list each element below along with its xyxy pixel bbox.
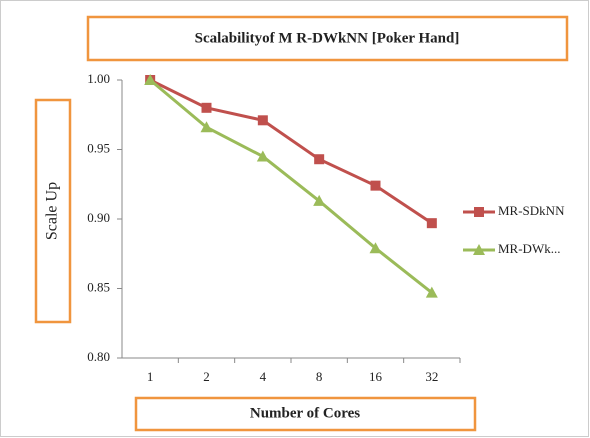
data-point <box>256 150 269 162</box>
y-tick-label: 1.00 <box>87 71 110 86</box>
y-axis-label: Scale Up <box>44 182 61 240</box>
legend-marker <box>473 244 485 255</box>
y-label-box <box>34 98 72 324</box>
series-line <box>149 78 433 294</box>
data-point <box>425 286 438 298</box>
title-box <box>86 15 569 62</box>
data-point <box>313 194 326 206</box>
x-tick-label: 4 <box>260 369 267 384</box>
data-point <box>369 242 382 254</box>
data-point <box>201 102 212 113</box>
data-point <box>370 180 381 191</box>
y-tick-label: 0.95 <box>87 140 110 155</box>
x-label-box <box>134 396 477 432</box>
legend-marker <box>474 207 484 217</box>
data-point <box>257 115 268 126</box>
x-tick-label: 8 <box>316 369 323 384</box>
x-tick-label: 2 <box>203 369 210 384</box>
data-point <box>314 154 325 165</box>
x-tick-label: 1 <box>147 369 154 384</box>
data-point <box>144 74 157 85</box>
x-tick-label: 16 <box>369 369 383 384</box>
legend-label: MR-DWk... <box>498 241 560 256</box>
legend-label: MR-SDkNN <box>498 203 565 218</box>
chart-title: Scalabilityof M R-DWkNN [Poker Hand] <box>195 30 460 46</box>
y-tick-label: 0.85 <box>87 279 110 294</box>
x-tick-label: 32 <box>425 369 438 384</box>
y-tick-label: 0.90 <box>87 210 110 225</box>
data-point <box>200 121 213 133</box>
series-line <box>149 78 433 225</box>
data-point <box>426 218 437 229</box>
y-tick-label: 0.80 <box>87 349 110 364</box>
x-axis-label: Number of Cores <box>250 405 360 421</box>
